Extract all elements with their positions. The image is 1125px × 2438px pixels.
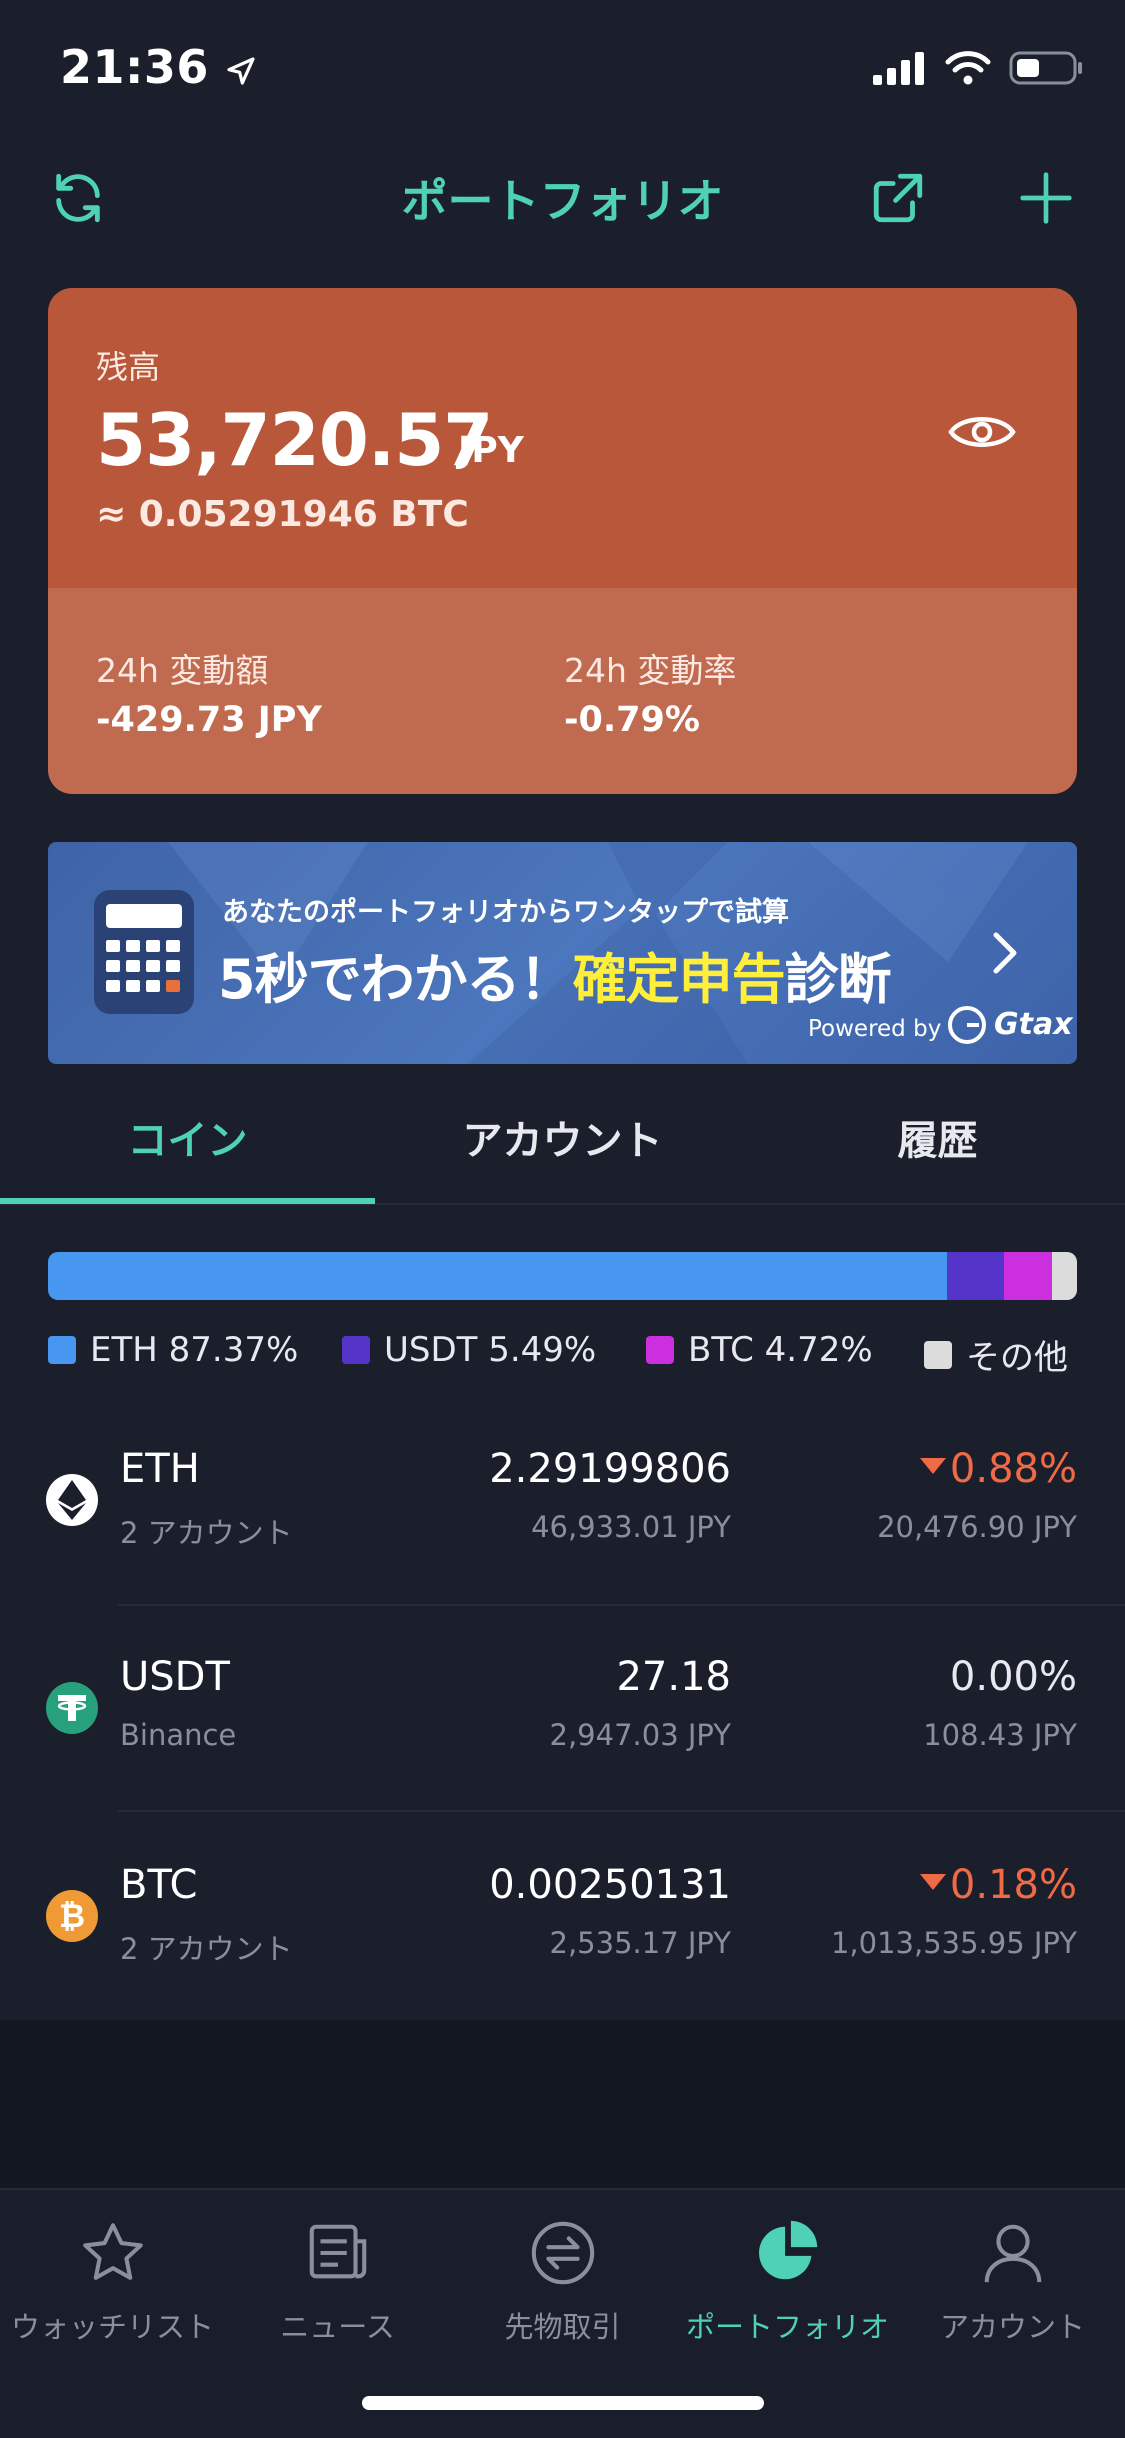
gtax-logo-icon [946, 1004, 988, 1050]
nav-futures[interactable]: 先物取引 [450, 2208, 675, 2346]
add-button[interactable] [1014, 166, 1078, 230]
coin-row-usdt[interactable] [0, 1606, 1125, 1806]
coin-change: 0.88% [677, 1446, 1077, 1492]
nav-label: アカウント [939, 2310, 1085, 2344]
eye-icon [948, 417, 1016, 447]
nav-portfolio[interactable]: ポートフォリオ [675, 2208, 900, 2346]
coin-sub: 2 アカウント [120, 1932, 293, 1966]
allocation-segment-eth [48, 1252, 948, 1300]
empty-area [0, 2020, 1125, 2188]
coin-price-jpy: 1,013,535.95 JPY [830, 1926, 1077, 1960]
allocation-segment-btc [1003, 1252, 1053, 1300]
coin-price-jpy: 108.43 JPY [923, 1718, 1077, 1752]
coin-value-jpy: 2,535.17 JPY [549, 1926, 731, 1960]
nav-label: ウォッチリスト [10, 2310, 214, 2344]
tab-accounts[interactable]: アカウント [462, 1118, 663, 1164]
balance-label: 残高 [96, 348, 161, 386]
tab-active-indicator [0, 1198, 375, 1204]
coin-symbol: ETH [120, 1446, 200, 1492]
tax-banner[interactable] [48, 842, 1077, 1064]
eth-icon [46, 1474, 98, 1526]
allocation-bar [48, 1252, 1077, 1300]
star-icon [82, 2223, 143, 2280]
battery-icon [1009, 51, 1082, 85]
btc-icon: ₿ [46, 1890, 98, 1942]
status-indicators [873, 50, 1083, 86]
banner-title: 5秒でわかる！確定申告診断 [218, 948, 892, 1011]
coin-change: 0.18% [677, 1862, 1077, 1908]
allocation-segment-usdt [947, 1252, 1004, 1300]
plus-icon [1020, 172, 1072, 224]
nav-account[interactable]: アカウント [900, 2208, 1125, 2346]
change-amount-label: 24h 変動額 [96, 651, 269, 690]
user-icon [984, 2224, 1041, 2283]
balance-currency: JPY [458, 430, 524, 471]
location-arrow-icon [227, 57, 256, 85]
news-icon [309, 2224, 366, 2279]
legend-usdt-swatch [342, 1336, 370, 1364]
legend-eth: ETH 87.37% [48, 1330, 298, 1370]
refresh-icon [56, 173, 100, 223]
chevron-right-icon [990, 930, 1020, 980]
change-rate-value: -0.79% [564, 700, 700, 740]
status-time: 21:36 [60, 40, 257, 94]
coin-change: 0.00% [949, 1654, 1077, 1700]
exchange-icon [531, 2221, 594, 2285]
allocation-segment-other [1052, 1252, 1077, 1300]
legend-btc-swatch [646, 1336, 674, 1364]
coin-row-btc[interactable] [0, 1812, 1125, 2012]
nav-label: ニュース [280, 2310, 395, 2344]
coin-amount: 0.00250131 [489, 1862, 731, 1908]
coin-amount: 2.29199806 [489, 1446, 731, 1492]
usdt-icon [46, 1682, 98, 1734]
down-triangle-icon [919, 1874, 946, 1890]
legend-other: その他 [924, 1330, 1068, 1379]
nav-label: 先物取引 [504, 2310, 621, 2344]
calculator-icon [92, 888, 196, 1020]
balance-change-panel [48, 588, 1077, 794]
toggle-visibility-button[interactable] [948, 410, 1016, 458]
share-button[interactable] [866, 166, 930, 230]
share-icon [873, 173, 923, 223]
balance-card [48, 288, 1077, 588]
row-divider [118, 1810, 1125, 1812]
page-title: ポートフォリオ [401, 174, 724, 228]
banner-powered-by: Powered by [808, 1016, 942, 1042]
change-rate-label: 24h 変動率 [564, 651, 737, 690]
coin-sub: 2 アカウント [120, 1516, 293, 1550]
banner-pattern [168, 842, 1028, 1064]
coin-price-jpy: 20,476.90 JPY [877, 1510, 1077, 1544]
coin-sub: Binance [120, 1718, 237, 1752]
legend-eth-swatch [48, 1336, 76, 1364]
wifi-icon [945, 51, 991, 85]
legend-other-swatch [924, 1340, 952, 1369]
coin-value-jpy: 46,933.01 JPY [531, 1510, 731, 1544]
balance-btc-equivalent: ≈ 0.05291946 BTC [96, 494, 469, 535]
down-triangle-icon [919, 1458, 946, 1474]
tab-divider [0, 1203, 1125, 1205]
refresh-button[interactable] [46, 166, 110, 230]
row-divider [118, 1604, 1125, 1606]
home-indicator[interactable] [362, 2396, 764, 2410]
coin-symbol: USDT [120, 1654, 230, 1700]
change-amount-value: -429.73 JPY [96, 700, 322, 740]
pie-chart-icon [758, 2220, 817, 2280]
legend-btc: BTC 4.72% [646, 1330, 873, 1370]
coin-symbol: BTC [120, 1862, 198, 1908]
legend-usdt: USDT 5.49% [342, 1330, 596, 1370]
tab-coins[interactable]: コイン [127, 1118, 248, 1164]
coin-amount: 27.18 [616, 1654, 731, 1700]
signal-icon [873, 52, 924, 85]
banner-brand: Gtax [994, 1007, 1073, 1042]
nav-news[interactable]: ニュース [225, 2208, 450, 2346]
nav-label: ポートフォリオ [685, 2310, 889, 2344]
banner-subtitle: あなたのポートフォリオからワンタップで試算 [222, 897, 789, 928]
tab-history[interactable]: 履歴 [897, 1118, 978, 1164]
balance-amount: 53,720.57 [96, 398, 493, 482]
nav-watchlist[interactable]: ウォッチリスト [0, 2208, 225, 2346]
coin-value-jpy: 2,947.03 JPY [549, 1718, 731, 1752]
